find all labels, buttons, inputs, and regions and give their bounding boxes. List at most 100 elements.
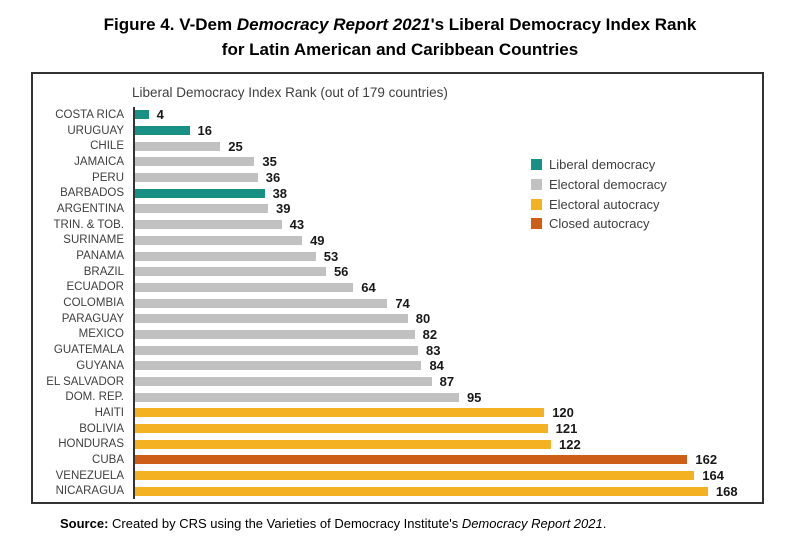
source-italic: Democracy Report 2021 xyxy=(461,516,603,531)
bar-area: 82 xyxy=(133,326,762,343)
bar-area: 121 xyxy=(133,420,762,437)
legend-row: Electoral autocracy xyxy=(531,194,667,214)
country-label: COSTA RICA xyxy=(55,108,124,121)
legend-label: Electoral democracy xyxy=(549,177,667,193)
bar xyxy=(135,126,190,136)
bar xyxy=(135,173,258,183)
chart-row: BARBADOS 38 xyxy=(33,185,762,202)
country-label: DOM. REP. xyxy=(65,391,124,404)
value-label: 95 xyxy=(466,389,482,405)
source-note: Source: Created by CRS using the Varieti… xyxy=(60,516,606,531)
chart-row: ECUADOR 64 xyxy=(33,279,762,296)
bar-area: 38 xyxy=(133,185,762,202)
legend-label: Liberal democracy xyxy=(549,157,656,173)
country-label: HAITI xyxy=(94,406,124,419)
chart-row: URUGUAY 16 xyxy=(33,122,762,139)
bar xyxy=(135,110,149,120)
country-label: NICARAGUA xyxy=(55,485,124,498)
legend-label: Closed autocracy xyxy=(549,216,650,232)
chart-row: BRAZIL 56 xyxy=(33,263,762,280)
bar-area: 43 xyxy=(133,216,762,233)
chart-row: BOLIVIA 121 xyxy=(33,420,762,437)
chart-row: PERU 36 xyxy=(33,169,762,186)
chart-row: DOM. REP. 95 xyxy=(33,389,762,406)
country-label: PANAMA xyxy=(76,250,124,263)
bar-area: 16 xyxy=(133,122,762,139)
source-text: Created by CRS using the Varieties of De… xyxy=(108,516,462,531)
country-label: VENEZUELA xyxy=(55,469,124,482)
bar xyxy=(135,267,326,277)
chart-row: PANAMA 53 xyxy=(33,248,762,264)
value-label: 56 xyxy=(333,264,349,280)
bar-area: 56 xyxy=(133,263,762,280)
legend-swatch xyxy=(531,198,542,210)
chart-row: EL SALVADOR 87 xyxy=(33,373,762,390)
value-label: 16 xyxy=(197,123,213,139)
country-label: HONDURAS xyxy=(58,438,124,451)
bar xyxy=(135,424,548,434)
bar-area: 36 xyxy=(133,169,762,186)
chart-title: Liberal Democracy Index Rank (out of 179… xyxy=(132,85,448,100)
country-label: BRAZIL xyxy=(83,265,124,278)
bar xyxy=(135,235,303,245)
country-label: ECUADOR xyxy=(66,281,124,294)
bar xyxy=(135,361,422,371)
value-label: 80 xyxy=(415,311,431,327)
bar-area: 164 xyxy=(133,467,762,484)
bars: COSTA RICA 4 URUGUAY 16 CHILE 25 JAMAICA 35 PERU… xyxy=(33,107,762,500)
figure-title-prefix: Figure 4. V-Dem xyxy=(103,15,237,34)
chart-row: NICARAGUA 168 xyxy=(33,483,762,500)
bar-area: 83 xyxy=(133,342,762,358)
bar-area: 95 xyxy=(133,389,762,406)
bar-area: 49 xyxy=(133,232,762,249)
bar xyxy=(135,439,552,449)
legend-row: Electoral democracy xyxy=(531,175,667,195)
country-label: JAMAICA xyxy=(74,155,124,168)
country-label: CHILE xyxy=(90,140,124,153)
value-label: 49 xyxy=(310,232,325,248)
country-label: EL SALVADOR xyxy=(46,375,124,388)
bar-area: 87 xyxy=(133,373,762,390)
bar-area: 168 xyxy=(133,483,762,500)
figure-title-suffix: 's Liberal Democracy Index Rank xyxy=(430,15,697,34)
source-period: . xyxy=(602,516,607,531)
country-label: PERU xyxy=(92,171,124,184)
bar xyxy=(135,471,695,481)
value-label: 121 xyxy=(555,421,578,437)
bar-area: 162 xyxy=(133,452,762,468)
bar xyxy=(135,188,265,198)
chart-row: CUBA 162 xyxy=(33,452,762,468)
chart-frame: Liberal Democracy Index Rank (out of 179… xyxy=(31,72,764,504)
bar-area: 53 xyxy=(133,248,762,264)
bar xyxy=(135,141,221,151)
chart-row: ARGENTINA 39 xyxy=(33,201,762,217)
value-label: 74 xyxy=(395,295,410,311)
value-label: 84 xyxy=(429,358,444,374)
source-label: Source: xyxy=(60,516,109,531)
legend-swatch xyxy=(531,179,542,191)
value-label: 87 xyxy=(439,374,455,390)
value-label: 83 xyxy=(426,342,441,358)
bar-area: 74 xyxy=(133,295,762,311)
bar xyxy=(135,408,545,418)
bar xyxy=(135,157,255,167)
chart-row: CHILE 25 xyxy=(33,138,762,155)
figure-title-line2: for Latin American and Caribbean Countri… xyxy=(221,39,579,59)
country-label: PARAGUAY xyxy=(61,312,124,325)
bar xyxy=(135,455,688,465)
bar xyxy=(135,314,408,324)
country-label: BOLIVIA xyxy=(79,422,124,435)
value-label: 53 xyxy=(323,248,339,264)
legend: Liberal democracy Electoral democracy Elec… xyxy=(531,155,667,234)
value-label: 38 xyxy=(272,185,288,201)
value-label: 64 xyxy=(361,279,376,295)
country-label: BARBADOS xyxy=(60,187,124,200)
chart-row: GUYANA 84 xyxy=(33,358,762,374)
legend-swatch xyxy=(531,159,542,171)
bar xyxy=(135,392,459,402)
legend-swatch xyxy=(531,218,542,230)
chart-row: GUATEMALA 83 xyxy=(33,342,762,358)
country-label: MEXICO xyxy=(78,328,124,341)
value-label: 35 xyxy=(262,154,277,170)
bar xyxy=(135,377,432,387)
